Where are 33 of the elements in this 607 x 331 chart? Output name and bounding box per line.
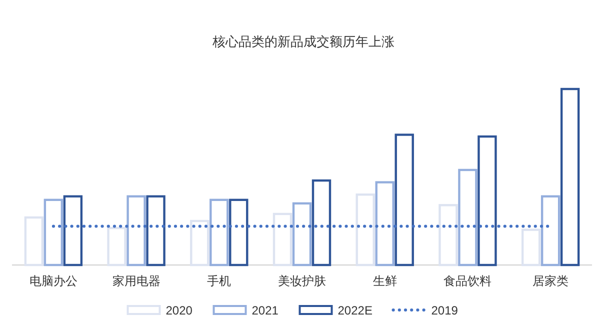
bar <box>521 228 541 266</box>
bar <box>44 198 64 266</box>
bar <box>394 134 414 266</box>
legend-label: 2022E <box>338 304 372 318</box>
chart-title: 核心品类的新品成交额历年上涨 <box>212 34 394 49</box>
x-tick-label: 食品饮料 <box>444 274 492 288</box>
bar <box>356 194 375 266</box>
bar <box>312 179 332 266</box>
x-tick-label: 美妆护肤 <box>278 274 326 288</box>
bar <box>478 135 497 266</box>
legend-label: 2019 <box>431 304 458 318</box>
x-tick-label: 生鲜 <box>372 274 397 288</box>
bar <box>292 202 312 266</box>
bar <box>540 195 560 266</box>
x-tick-label: 手机 <box>207 274 232 288</box>
bar <box>63 195 83 266</box>
bar <box>229 198 248 266</box>
legend-label: 2021 <box>252 304 279 318</box>
bar <box>560 88 580 266</box>
bar <box>458 168 478 266</box>
bar <box>107 226 126 266</box>
x-tick-label: 电脑办公 <box>29 274 78 288</box>
bar <box>146 195 166 266</box>
x-tick-label: 家用电器 <box>112 274 160 288</box>
legend-label: 2020 <box>166 304 193 318</box>
bar <box>190 220 210 266</box>
bar <box>375 181 394 266</box>
bar <box>126 195 146 266</box>
x-tick-label: 居家类 <box>532 274 569 288</box>
bar <box>272 212 292 266</box>
bar <box>24 216 44 266</box>
bar <box>438 204 458 266</box>
bar <box>210 198 229 266</box>
